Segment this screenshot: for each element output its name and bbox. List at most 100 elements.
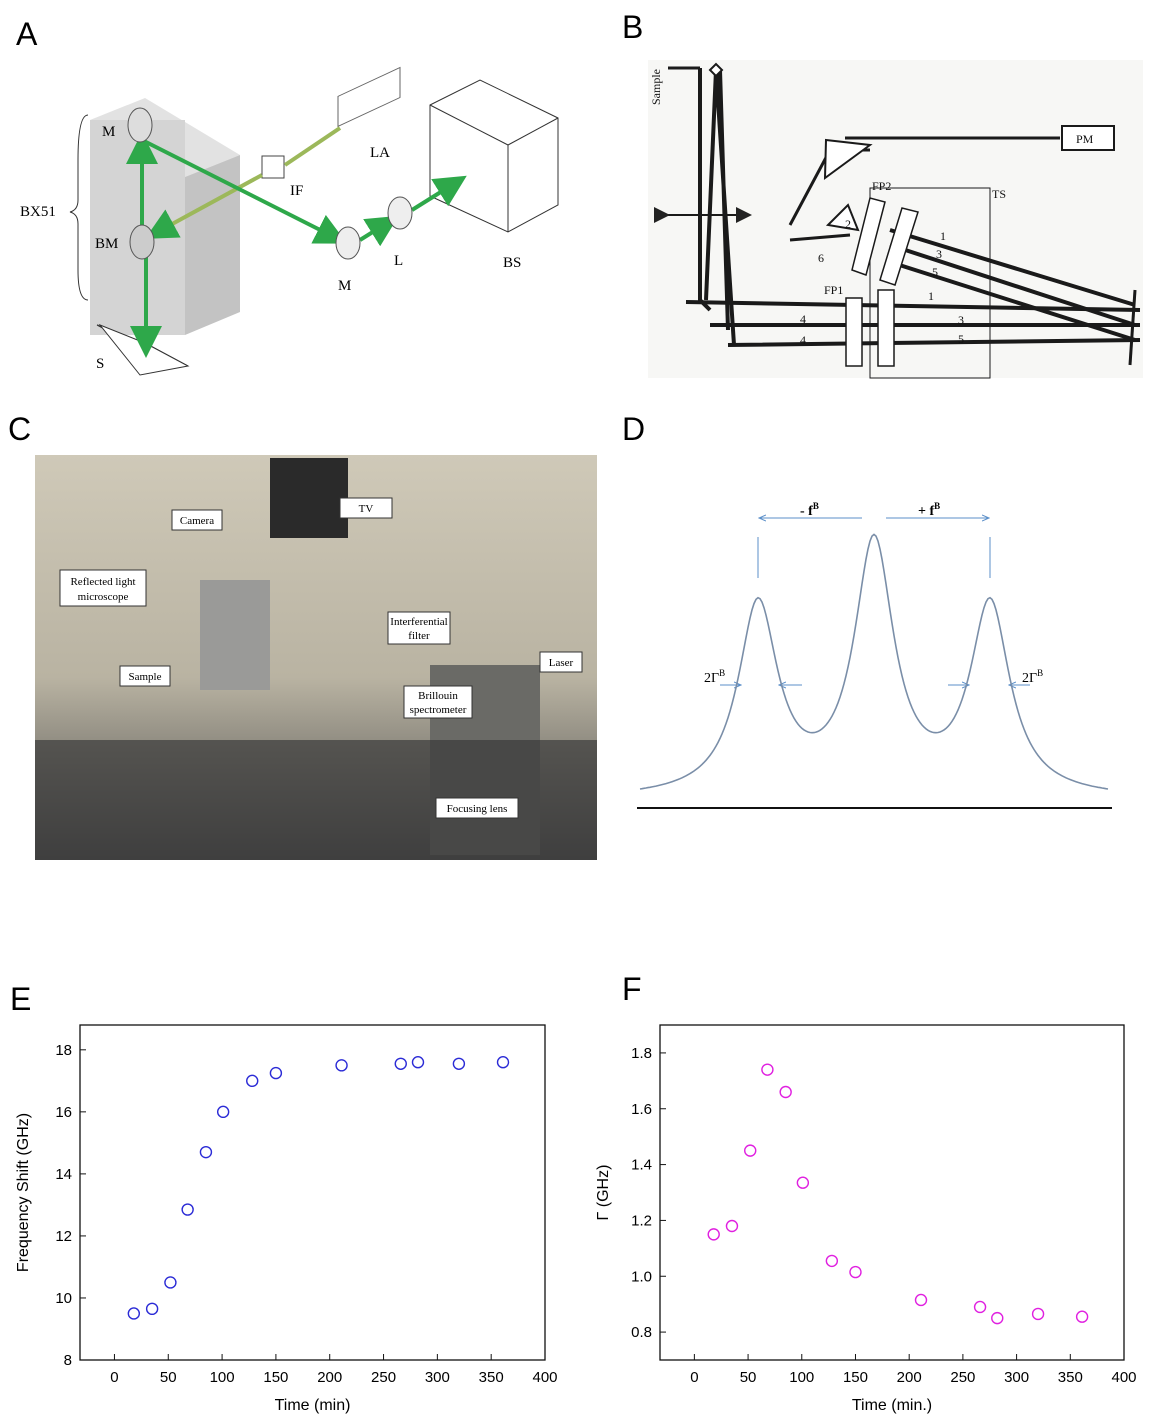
label: 6 [818, 251, 824, 265]
beam [141, 138, 348, 244]
plot-frame [79, 1024, 546, 1361]
point [761, 1063, 774, 1076]
tag [339, 497, 393, 519]
chart: 0 50 100 150 200 250 300 350 400 0.8 1.0 1.2 1.4 1.6 1… [595, 1024, 1137, 1414]
point [825, 1254, 839, 1268]
point [707, 1228, 720, 1241]
x-tick-label: 200 [897, 1369, 922, 1386]
fp2-plate [879, 207, 919, 286]
tag [119, 665, 171, 687]
beam [698, 68, 736, 346]
ts-frame [869, 187, 991, 379]
point [394, 1057, 407, 1070]
y-tick-label: 16 [55, 1104, 72, 1121]
point [127, 1307, 141, 1320]
label: 3 [936, 247, 942, 261]
label: Camera [180, 515, 214, 527]
mirror [335, 226, 361, 260]
y-tick-label: 18 [55, 1042, 72, 1059]
point [246, 1074, 259, 1088]
label: filter [408, 630, 430, 642]
photo-c: TV Camera Reflected light microscope Sam… [35, 455, 597, 860]
point [452, 1057, 466, 1070]
label-sup: B [1037, 668, 1043, 678]
point [181, 1203, 194, 1216]
y-tick-label: 1.8 [631, 1045, 652, 1062]
panel-label: A [16, 16, 38, 52]
label: PM [1076, 132, 1094, 146]
spectrometer-box [429, 79, 559, 233]
box-edge [507, 117, 559, 146]
x-axis-label: Time (min.) [852, 1397, 932, 1414]
panel-label: C [8, 411, 31, 447]
point [335, 1059, 348, 1072]
label: 5 [932, 265, 938, 279]
x-tick-label: 50 [160, 1369, 177, 1386]
panel-label: E [10, 981, 31, 1017]
beam [889, 228, 1136, 342]
label: 2ΓB [1022, 668, 1043, 686]
point [216, 1105, 230, 1119]
tv [270, 458, 348, 538]
label: Focusing lens [447, 803, 508, 815]
tag [387, 611, 451, 645]
label: L [394, 253, 403, 269]
point [164, 1276, 177, 1289]
diagram-d: - fB + fB 2ΓB 2ΓB [637, 501, 1112, 809]
fp2-plate [851, 197, 886, 276]
mirror [127, 107, 153, 143]
box-side [185, 155, 240, 335]
label: LA [370, 145, 390, 161]
chart: 0 50 100 150 200 250 300 350 400 8 10 12 14 16 18 Time … [15, 1024, 558, 1414]
mirror [1128, 289, 1137, 366]
label: FP1 [824, 283, 843, 297]
lens [387, 196, 413, 230]
mirror [129, 224, 155, 260]
label: S [96, 356, 104, 372]
x-tick-label: 200 [317, 1369, 342, 1386]
label: 2 [845, 217, 851, 231]
label: TV [359, 503, 374, 515]
panel-label: D [622, 411, 645, 447]
point [796, 1176, 810, 1189]
label: BM [95, 236, 118, 252]
beam [358, 215, 399, 247]
diagram-b: Sample PM FP2 TS FP1 1 2 3 5 6 1 4 3 4 5 [648, 60, 1143, 379]
label-text: 2Γ [704, 671, 719, 686]
microscope [200, 580, 270, 690]
beam [283, 126, 342, 167]
x-tick-label: 0 [110, 1369, 118, 1386]
x-axis-label: Time (min) [275, 1397, 351, 1414]
x-tick-label: 100 [210, 1369, 235, 1386]
panel-label: F [622, 971, 642, 1007]
x-tick-label: 350 [479, 1369, 504, 1386]
label: 1 [928, 289, 934, 303]
point [779, 1085, 792, 1099]
y-tick-label: 12 [55, 1228, 72, 1245]
panel-label: B [622, 9, 643, 45]
label: FP2 [872, 179, 891, 193]
point [991, 1311, 1004, 1325]
y-tick-label: 1.4 [631, 1157, 652, 1174]
x-tick-label: 100 [789, 1369, 814, 1386]
x-tick-label: 300 [1004, 1369, 1029, 1386]
point [1075, 1310, 1089, 1323]
label-text: + f [918, 504, 934, 519]
point [725, 1219, 739, 1233]
beam [685, 300, 1141, 347]
y-tick-label: 1.0 [631, 1268, 652, 1285]
label: M [338, 278, 351, 294]
brace [69, 114, 89, 301]
fp1-plate [845, 297, 863, 367]
filter-box [261, 155, 285, 179]
x-tick-label: 50 [740, 1369, 757, 1386]
y-tick-label: 10 [55, 1290, 72, 1307]
x-tick-label: 300 [425, 1369, 450, 1386]
tag [539, 651, 583, 673]
label: BX51 [20, 204, 56, 220]
y-axis-label: Frequency Shift (GHz) [15, 1113, 32, 1272]
label: 4 [800, 333, 806, 347]
y-tick-label: 1.6 [631, 1101, 652, 1118]
tag [171, 509, 223, 531]
label-text: 2Γ [1022, 671, 1037, 686]
